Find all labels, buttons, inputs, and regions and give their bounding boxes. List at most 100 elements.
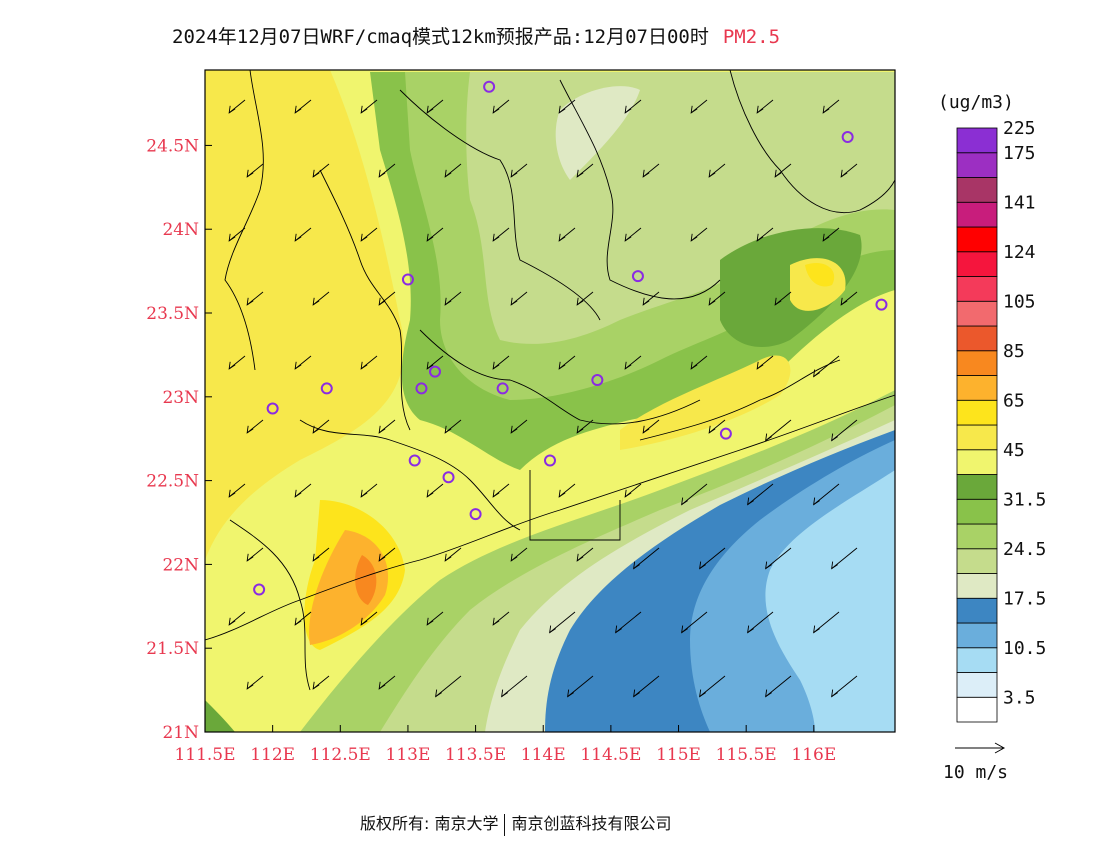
wind-arrow — [444, 419, 462, 434]
colorbar-swatch — [956, 474, 998, 500]
wind-arrow — [492, 483, 510, 498]
colorbar-label: 10.5 — [1003, 638, 1046, 659]
wind-arrow — [294, 99, 312, 114]
wind-arrow — [360, 227, 378, 242]
wind-arrow — [492, 99, 510, 114]
colorbar-label: 175 — [1003, 143, 1036, 164]
wind-arrow — [228, 355, 246, 370]
wind-arrow — [831, 675, 858, 698]
wind-arrow — [246, 419, 264, 434]
wind-arrow — [312, 163, 330, 178]
colorbar-label: 65 — [1003, 390, 1025, 411]
band-85 — [309, 530, 389, 645]
lat-tick-label: 24.5N — [146, 136, 199, 156]
wind-arrow — [294, 355, 312, 370]
wind-arrow — [576, 291, 594, 306]
colorbar-swatch — [956, 350, 998, 376]
station-marker — [442, 471, 455, 484]
wind-arrow — [360, 611, 378, 626]
station-marker — [253, 583, 266, 596]
wind-arrow — [426, 355, 444, 370]
colorbar-swatch — [956, 622, 998, 649]
colorbar-label: 85 — [1003, 341, 1025, 362]
wind-arrow — [699, 675, 726, 698]
lat-tick-label: 23N — [162, 388, 199, 408]
wind-arrow — [444, 163, 462, 178]
wind-arrow — [246, 163, 264, 178]
wind-arrow — [576, 419, 594, 434]
station-marker — [631, 270, 644, 283]
boundary-line — [419, 329, 701, 425]
wind-arrow — [510, 291, 528, 306]
wind-arrow — [435, 675, 462, 698]
wind-arrow — [228, 611, 246, 626]
band-65-east — [805, 262, 835, 287]
lon-tick-label: 114.5E — [580, 745, 641, 765]
wind-arrow — [567, 675, 594, 698]
colorbar-swatch — [956, 399, 998, 426]
wind-arrow — [690, 227, 708, 242]
wind-arrow — [228, 227, 246, 242]
wind-arrow — [813, 355, 840, 378]
wind-arrow — [378, 675, 396, 690]
lon-tick-label: 115.5E — [716, 745, 777, 765]
colorbar-label: 45 — [1003, 440, 1025, 461]
wind-arrow — [708, 291, 726, 306]
station-marker — [429, 365, 441, 378]
colorbar-swatch — [956, 672, 998, 698]
wind-arrow — [360, 355, 378, 370]
wind-arrow — [822, 227, 840, 242]
footer-credits: 版权所有: 南京大学 南京创蓝科技有限公司 — [360, 810, 672, 836]
station-marker — [544, 454, 556, 467]
colorbar-label: 105 — [1003, 291, 1036, 312]
wind-arrow — [765, 675, 792, 698]
colorbar — [956, 127, 998, 723]
station-marker — [408, 454, 421, 467]
wind-arrow — [840, 291, 858, 306]
wind-arrow — [312, 419, 330, 434]
wind-arrow — [813, 483, 840, 506]
station-marker — [483, 80, 496, 93]
wind-arrow — [426, 99, 444, 114]
lon-tick-label: 114E — [521, 745, 566, 765]
colorbar-label: 124 — [1003, 242, 1036, 263]
colorbar-label: 3.5 — [1003, 687, 1036, 708]
wind-arrow — [642, 419, 660, 434]
wind-arrow — [765, 419, 792, 442]
footer-right: 南京创蓝科技有限公司 — [511, 814, 672, 833]
colorbar-swatch — [956, 251, 998, 277]
colorbar-swatch — [956, 375, 998, 401]
wind-arrow — [378, 163, 396, 178]
wind-arrow — [633, 547, 660, 570]
station-marker — [415, 382, 428, 395]
wind-arrow — [831, 547, 858, 570]
colorbar-label: 141 — [1003, 192, 1036, 213]
wind-arrow — [444, 547, 462, 562]
boundary-lines — [205, 70, 895, 691]
wind-arrow — [576, 547, 594, 562]
wind-arrow — [822, 99, 840, 114]
station-marker — [841, 131, 854, 144]
colorbar-label: 225 — [1003, 118, 1036, 139]
colorbar-swatch — [956, 424, 998, 451]
colorbar-swatch — [956, 152, 998, 178]
band-yellow-west — [205, 70, 404, 560]
wind-arrow — [501, 675, 528, 698]
title-variable: PM2.5 — [722, 26, 781, 48]
boundary-line — [559, 79, 721, 300]
wind-legend-label: 10 m/s — [943, 762, 1008, 783]
boundary-line — [639, 359, 841, 441]
colorbar-label: 31.5 — [1003, 489, 1046, 510]
colorbar-swatch — [956, 201, 998, 228]
lat-tick-label: 22N — [162, 555, 199, 575]
colorbar-swatch — [956, 449, 998, 475]
colorbar-labels: 3.5 10.5 17.5 24.5 31.5 45 65 85 105 124 141 175 225 — [1003, 118, 1046, 708]
wind-arrow — [624, 355, 642, 370]
colorbar-swatch — [956, 226, 998, 253]
lat-tick-label: 24N — [162, 220, 199, 240]
wind-arrow — [492, 227, 510, 242]
colorbar-swatch — [956, 498, 998, 525]
wind-arrow — [624, 99, 642, 114]
wind-arrow — [558, 355, 576, 370]
wind-arrow — [774, 291, 792, 306]
